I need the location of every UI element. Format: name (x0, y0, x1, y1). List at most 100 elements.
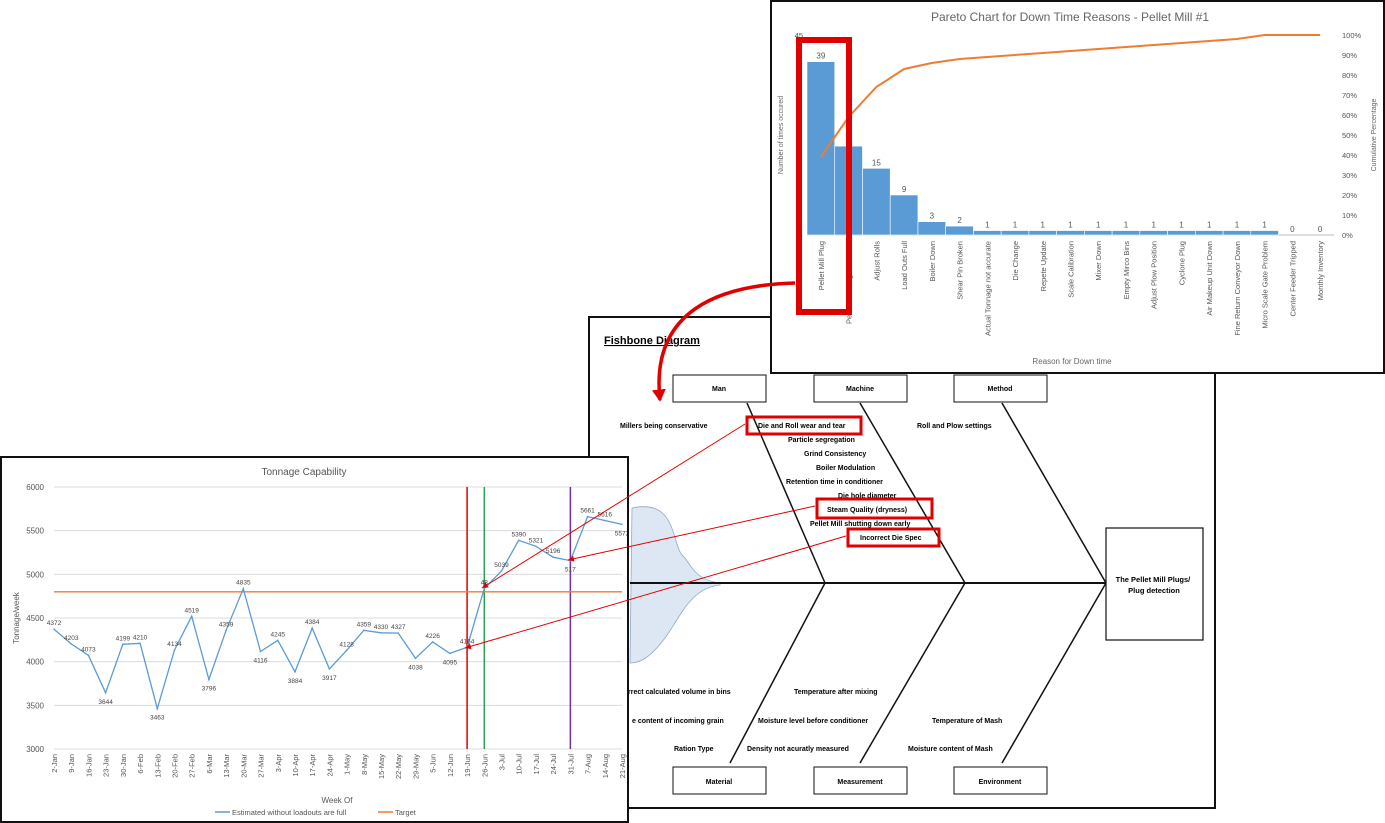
pareto-bar-label: 1 (985, 221, 990, 230)
tonnage-data-point (70, 643, 73, 645)
tonnage-data-point (603, 519, 606, 522)
tonnage-x-tick-label: 30-Jan (119, 754, 128, 777)
cause-machine-1: Particle segregation (788, 437, 855, 444)
tonnage-data-point (122, 643, 124, 646)
tonnage-data-point (500, 570, 503, 572)
tonnage-x-tick-label: 23-Jan (102, 754, 111, 777)
tonnage-x-tick-label: 12-Jun (446, 754, 455, 777)
tonnage-x-tick-label: 5-Jun (429, 754, 438, 773)
pareto-bar-label: 0 (1318, 225, 1323, 234)
cause-man-0: Millers being conservative (620, 423, 708, 430)
tonnage-data-label: 3884 (288, 678, 303, 685)
pareto-bar (1111, 230, 1141, 236)
tonnage-data-label: 5039 (494, 562, 509, 569)
category-box-environment (953, 766, 1048, 795)
pareto-y2-axis-label: Cumulative Percentage (1371, 99, 1378, 172)
legend-label-estimated: Estimated without loadouts are full (232, 808, 347, 817)
tonnage-data-label: 4384 (305, 619, 320, 626)
tonnage-x-tick-label: 17-Apr (308, 754, 317, 777)
cause-environment-0: Temperature of Mash (932, 718, 1002, 725)
tonnage-y-tick-label: 6000 (26, 483, 44, 492)
tonnage-data-point (276, 639, 279, 642)
pareto-x-tick-label: Repete Update (1039, 241, 1048, 291)
tonnage-x-tick-label: 10-Jul (515, 754, 524, 775)
cause-machine-4: Retention time in conditioner (786, 479, 883, 486)
tonnage-chart: Tonnage Capability Tonnage/week Week Of … (12, 467, 629, 817)
tonnage-x-tick-label: 6-Feb (136, 754, 145, 774)
cause-measurement-2: Density not acuratly measured (747, 746, 849, 753)
pareto-bar (917, 221, 946, 236)
cause-material-2: Ration Type (674, 746, 714, 753)
pareto-bar (945, 225, 974, 236)
tonnage-data-point (483, 587, 486, 590)
pareto-y2-tick-label: 40% (1342, 151, 1357, 160)
highlight-box-die-roll-wear (745, 415, 863, 436)
pareto-bar (1084, 230, 1113, 236)
pareto-y-tick-label: 45 (795, 31, 803, 40)
pareto-y2-tick-label: 60% (1342, 111, 1357, 120)
tonnage-data-point (397, 632, 400, 634)
pareto-bar-label: 0 (1290, 225, 1295, 234)
cause-measurement-1: Moisture level before conditioner (758, 718, 868, 725)
tonnage-data-label: 4199 (116, 635, 131, 642)
tonnage-x-tick-label: 21-Aug (618, 754, 627, 778)
pareto-y-axis-label: Number of times occured (778, 96, 785, 174)
pareto-y2-tick-label: 70% (1342, 91, 1357, 100)
bone-material (729, 582, 826, 764)
category-box-machine (813, 374, 908, 403)
pareto-x-tick-label: Empty Mirco Bins (1122, 241, 1131, 300)
legend-label-target: Target (395, 808, 417, 817)
tonnage-data-label: 4359 (357, 621, 372, 628)
tonnage-data-label: 5390 (511, 531, 526, 538)
tonnage-data-label: 4203 (64, 635, 79, 642)
tonnage-data-label: 517 (565, 567, 576, 574)
tonnage-data-label: 4245 (271, 631, 286, 638)
pareto-x-tick-label: Shear Pin Broken (956, 241, 965, 300)
pareto-bar-label: 1 (1235, 221, 1240, 230)
tonnage-y-axis-label: Tonnage/week (12, 591, 21, 644)
tonnage-x-tick-label: 27-Mar (257, 754, 266, 778)
pareto-y2-tick-label: 80% (1342, 71, 1357, 80)
cause-machine-2: Grind Consistency (804, 451, 866, 458)
cause-method-0: Roll and Plow settings (917, 423, 992, 430)
pareto-bar (1167, 230, 1196, 236)
tonnage-data-point (225, 629, 227, 632)
tonnage-chart-panel: Tonnage Capability Tonnage/week Week Of … (0, 456, 629, 823)
tonnage-x-tick-label: 19-Jun (463, 754, 472, 777)
pareto-bar (1222, 230, 1252, 236)
tonnage-x-tick-label: 26-Jun (480, 754, 489, 777)
tonnage-data-label: 5661 (580, 508, 595, 515)
tonnage-data-point (345, 649, 348, 652)
category-label-man: Man (712, 386, 726, 393)
tonnage-data-point (139, 642, 141, 645)
tonnage-x-tick-label: 20-Mar (239, 754, 248, 778)
tonnage-x-tick-label: 31-Jul (566, 754, 575, 775)
tonnage-data-label: 4330 (374, 624, 389, 631)
tonnage-data-point (328, 668, 331, 670)
cause-machine-3: Boiler Modulation (816, 465, 875, 472)
pareto-bar-label: 39 (816, 52, 825, 61)
tonnage-data-label: 3463 (150, 715, 165, 722)
pareto-bar-label: 1 (1041, 221, 1046, 230)
pareto-bar (973, 230, 1002, 236)
pareto-bar-label: 15 (872, 158, 881, 167)
fishbone-svg: Fishbone Diagram Man Machine Method Mate… (604, 335, 1204, 795)
tonnage-x-tick-label: 9-Jan (67, 754, 76, 773)
tonnage-data-label: 4327 (391, 624, 406, 631)
tonnage-x-tick-label: 13-Feb (153, 754, 162, 778)
tonnage-x-tick-label: 10-Apr (291, 754, 300, 777)
tonnage-data-point (53, 628, 55, 630)
pareto-y2-tick-label: 30% (1342, 171, 1357, 180)
tonnage-data-point (414, 657, 417, 660)
category-label-method: Method (988, 386, 1013, 393)
tonnage-data-label: 5572 (615, 530, 629, 537)
pareto-x-tick-label: Monthly Inventory (1316, 241, 1325, 300)
tonnage-data-label: 4359 (219, 621, 234, 628)
tonnage-data-label: 4226 (425, 633, 440, 640)
tonnage-data-label: 48 (481, 579, 489, 586)
tonnage-y-tick-label: 3000 (26, 745, 44, 754)
tonnage-estimated-line (53, 515, 623, 712)
tonnage-x-tick-label: 15-May (377, 754, 386, 779)
tonnage-data-label: 5321 (529, 537, 544, 544)
pareto-bar-label: 1 (1068, 221, 1073, 230)
